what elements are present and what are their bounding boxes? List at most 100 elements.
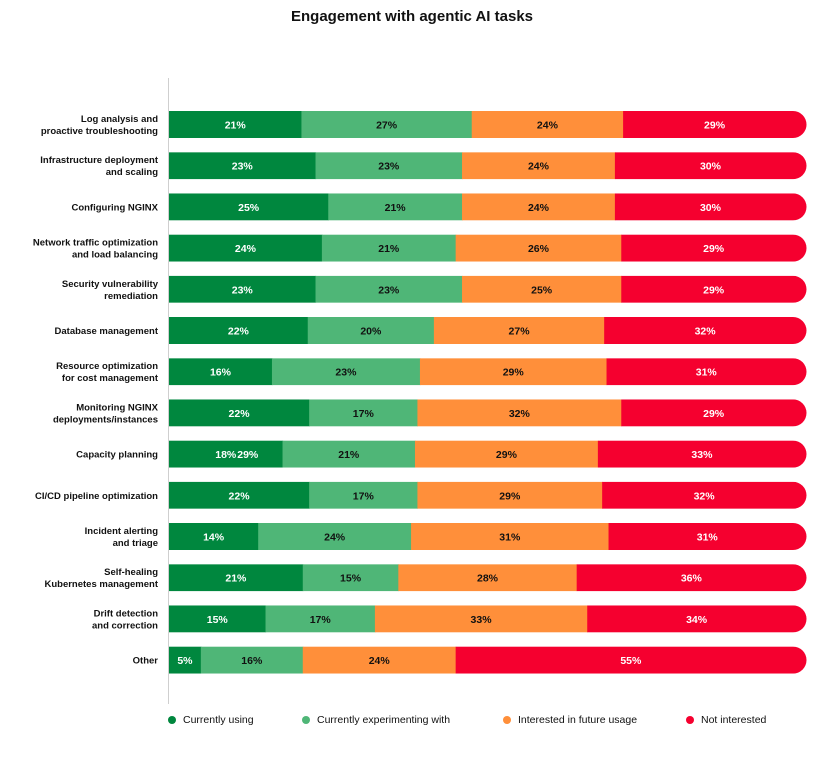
bar-segment <box>417 399 622 427</box>
data-label: 31% <box>499 532 521 544</box>
data-label: 29% <box>237 449 259 461</box>
data-label: 21% <box>378 243 400 255</box>
bar-segment <box>614 152 807 180</box>
bar-segment <box>374 605 588 633</box>
data-label: 24% <box>537 120 559 132</box>
data-label: 22% <box>228 326 250 338</box>
bar-segment <box>455 234 622 262</box>
bar-segment <box>169 152 317 180</box>
data-label: 15% <box>207 614 229 626</box>
bar-segment <box>321 234 457 262</box>
data-label: 17% <box>310 614 332 626</box>
bar-segment <box>309 399 419 427</box>
bar-segment <box>328 193 463 221</box>
data-label: 26% <box>528 243 550 255</box>
bar-segment <box>169 440 284 468</box>
bar-segment <box>169 605 267 633</box>
bar-segment <box>587 605 807 633</box>
bar-segment <box>411 523 610 550</box>
data-label: 24% <box>369 655 391 667</box>
data-label: 29% <box>703 408 725 420</box>
data-label: 30% <box>700 161 722 173</box>
bar-segment <box>398 564 578 592</box>
bar-segment <box>307 317 435 344</box>
bar-segment <box>169 275 317 303</box>
bar-segment <box>602 481 807 509</box>
bar-segment <box>169 564 304 592</box>
legend-swatch <box>168 716 176 724</box>
category-label: CI/CD pipeline optimization <box>35 491 158 502</box>
legend-label: Currently experimenting with <box>317 714 451 726</box>
bar-segment <box>623 111 807 138</box>
legend-item: Interested in future usage <box>503 714 637 726</box>
data-label: 55% <box>620 655 642 667</box>
bar-segment <box>271 358 421 386</box>
data-label: 16% <box>210 367 232 379</box>
data-label: 25% <box>238 202 260 214</box>
data-label: 27% <box>376 120 398 132</box>
data-label: 34% <box>686 614 708 626</box>
data-label: 24% <box>324 532 346 544</box>
data-label: 21% <box>225 573 247 585</box>
data-label: 23% <box>378 161 400 173</box>
data-label: 23% <box>232 161 254 173</box>
data-label: 24% <box>235 243 257 255</box>
category-label: Capacity planning <box>76 450 158 461</box>
legend-swatch <box>686 716 694 724</box>
bar-segment <box>309 481 419 509</box>
bar-segment <box>414 440 599 468</box>
bar-segment <box>315 275 463 303</box>
data-label: 25% <box>531 284 553 296</box>
bar-segment <box>597 440 807 468</box>
legend-item: Not interested <box>686 714 766 726</box>
data-label: 20% <box>360 326 382 338</box>
category-label: Database management <box>55 326 159 337</box>
data-label: 28% <box>477 573 499 585</box>
category-label: Resource optimization for cost management <box>56 361 159 384</box>
category-label: Configuring NGINX <box>71 202 158 213</box>
data-label: 24% <box>528 161 550 173</box>
data-label: 32% <box>694 490 716 502</box>
category-label: Incident alerting and triage <box>85 526 159 549</box>
category-label: Infrastructure deployment and scaling <box>40 155 159 178</box>
bar-segment <box>315 152 463 180</box>
data-label: 22% <box>229 408 251 420</box>
data-label: 14% <box>203 532 225 544</box>
bar-segment <box>462 193 616 221</box>
data-label: 33% <box>471 614 493 626</box>
bar-segment <box>302 564 399 592</box>
bar-segment <box>169 399 310 427</box>
data-label: 29% <box>704 120 726 132</box>
bar-segment <box>265 605 376 633</box>
data-label: 18% <box>215 449 237 461</box>
category-label: Monitoring NGINX deployments/instances <box>53 402 159 425</box>
data-label: 21% <box>385 202 407 214</box>
data-label: 22% <box>229 490 251 502</box>
bar-segment <box>621 234 807 262</box>
bar-segment <box>606 358 807 386</box>
chart-title: Engagement with agentic AI tasks <box>291 8 533 25</box>
category-label: Log analysis and proactive troubleshootin… <box>41 114 158 137</box>
bar-segment <box>169 481 310 509</box>
legend-label: Interested in future usage <box>518 714 638 726</box>
data-label: 21% <box>225 120 247 132</box>
data-label: 29% <box>703 284 725 296</box>
bar-segment <box>419 358 608 386</box>
data-label: 29% <box>503 367 525 379</box>
data-label: 29% <box>496 449 518 461</box>
bar-segment <box>302 646 457 674</box>
data-label: 36% <box>681 573 703 585</box>
bar-segment <box>169 234 323 262</box>
data-label: 15% <box>340 573 362 585</box>
bar-segment <box>169 646 202 674</box>
bar-segment <box>169 317 309 344</box>
category-label: Drift detection and correction <box>92 608 158 631</box>
bar-segment <box>614 193 807 221</box>
bar-segment <box>621 399 807 427</box>
data-label: 23% <box>232 284 254 296</box>
data-label: 31% <box>697 532 719 544</box>
bar-segment <box>462 152 616 180</box>
data-label: 21% <box>338 449 360 461</box>
data-label: 31% <box>696 367 718 379</box>
legend-label: Currently using <box>183 714 254 726</box>
